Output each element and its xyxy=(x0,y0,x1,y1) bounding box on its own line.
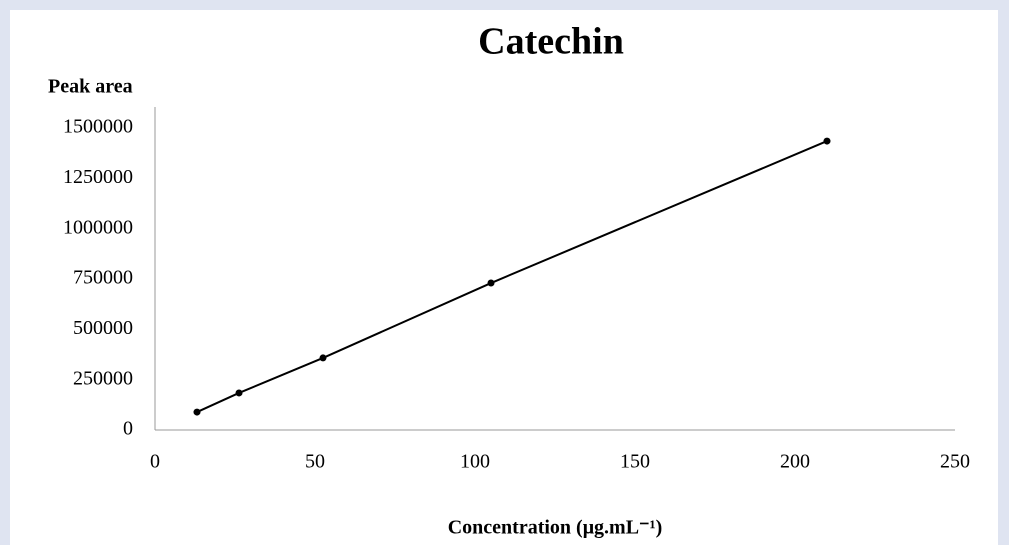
y-tick-label: 250000 xyxy=(73,367,133,389)
y-tick-label: 750000 xyxy=(73,267,133,289)
x-tick-label: 200 xyxy=(780,451,810,473)
y-tick-label: 1250000 xyxy=(63,166,133,188)
x-tick-label: 250 xyxy=(940,451,970,473)
data-point xyxy=(235,389,243,397)
y-tick-label: 1500000 xyxy=(63,116,133,138)
data-point xyxy=(193,408,201,416)
data-point xyxy=(823,137,831,145)
chart-title: Catechin xyxy=(478,21,624,63)
x-tick-label: 50 xyxy=(305,451,325,473)
x-axis-label: Concentration (μg.mL⁻¹) xyxy=(448,517,663,539)
x-tick-label: 0 xyxy=(150,451,160,473)
data-point xyxy=(487,279,495,287)
y-axis-label: Peak area xyxy=(48,76,133,98)
y-tick-label: 0 xyxy=(123,418,133,440)
y-tick-label: 1000000 xyxy=(63,216,133,238)
y-tick-label: 500000 xyxy=(73,317,133,339)
x-tick-label: 100 xyxy=(460,451,490,473)
x-tick-label: 150 xyxy=(620,451,650,473)
data-point xyxy=(319,354,327,362)
